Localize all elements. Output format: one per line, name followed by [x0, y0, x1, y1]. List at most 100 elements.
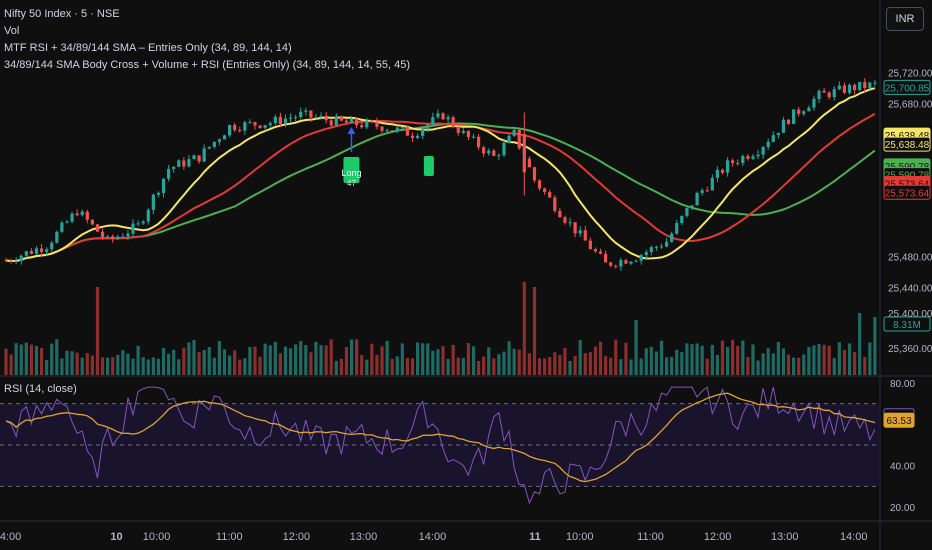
candle-body: [873, 82, 877, 84]
candle-body: [324, 115, 328, 121]
candle-body: [670, 233, 674, 242]
candle-body: [537, 180, 542, 189]
candle-body: [832, 89, 836, 98]
volume-bar: [771, 353, 775, 375]
volume-bar: [121, 350, 125, 375]
candle-body: [167, 168, 171, 179]
volume-bar: [720, 340, 725, 375]
volume-bar: [507, 341, 511, 375]
candle-body: [436, 113, 440, 118]
volume-bar: [868, 342, 872, 375]
candle-body: [593, 249, 598, 252]
volume-bar: [60, 358, 64, 375]
price-tick-label: 25,400.00: [888, 309, 932, 320]
candle-body: [278, 116, 282, 125]
candle-body: [395, 127, 399, 131]
time-axis: 14:00 10 10:00 11:00 12:00 13:00 14:00 11 10:00 1…: [0, 531, 867, 543]
candle-body: [334, 116, 338, 126]
candle-body: [644, 251, 648, 256]
candle-body: [548, 192, 552, 198]
rsi-tick-label: 20.00: [890, 503, 915, 514]
volume-bar: [375, 354, 379, 375]
volume-bar: [436, 349, 440, 375]
candle-body: [344, 120, 349, 123]
volume-bar: [832, 358, 836, 375]
volume-bar: [227, 355, 232, 375]
candle-body: [736, 163, 740, 165]
candle-body: [497, 155, 501, 157]
price-tick-label: 25,440.00: [888, 283, 932, 294]
volume-bar: [842, 349, 847, 375]
candle-body: [177, 160, 181, 167]
candle-body: [217, 139, 222, 142]
sma-34-line: [5, 87, 876, 262]
volume-bar: [797, 357, 801, 375]
price-tick-label: 25,360.00: [888, 344, 932, 355]
volume-bar: [812, 345, 816, 375]
volume-bar: [288, 348, 293, 375]
candle-body: [238, 130, 242, 132]
candle-body: [227, 125, 232, 136]
candle-body: [461, 130, 465, 133]
candle-body: [817, 90, 821, 99]
candle-body: [532, 167, 537, 181]
price-label-box: [883, 316, 931, 332]
rsi-value-label: 63.53: [883, 412, 915, 428]
volume-bar: [126, 353, 130, 375]
volume-bar: [278, 353, 282, 375]
volume-bar: [695, 343, 699, 375]
time-tick-label: 12:00: [704, 531, 732, 543]
volume-bar: [415, 342, 420, 375]
candle-body: [649, 247, 653, 252]
candle-body: [243, 122, 247, 131]
volume-bar: [731, 339, 735, 375]
volume-bar: [725, 346, 730, 375]
volume-bar: [45, 360, 49, 375]
candle-body: [609, 262, 613, 266]
volume-bar: [217, 340, 222, 375]
candle-body: [339, 116, 343, 121]
candle-body: [131, 223, 135, 234]
symbol-title[interactable]: Nifty 50 Index · 5 · NSE: [4, 8, 120, 20]
volume-bar: [593, 346, 598, 375]
candle-body: [512, 129, 516, 136]
price-axis: 25,720.00 25,680.00 25,480.00 25,440.00 25,4…: [883, 69, 932, 514]
candle-body: [812, 98, 816, 108]
volume-bar: [90, 355, 94, 375]
sma-indicator-label[interactable]: 34/89/144 SMA Body Cross + Volume + RSI …: [4, 59, 410, 71]
volume-bar: [456, 357, 460, 375]
volume-bar: [558, 355, 562, 375]
candle-body: [568, 222, 572, 224]
candle-body: [415, 135, 420, 139]
volume-bar: [395, 356, 399, 375]
candle-body: [522, 134, 526, 173]
time-tick-label: 10:00: [143, 531, 171, 543]
volume-bar: [131, 358, 135, 375]
candle-body: [604, 253, 608, 263]
volume-bar: [268, 345, 272, 375]
volume-bar: [355, 339, 359, 375]
mtf-indicator-label[interactable]: MTF RSI + 34/89/144 SMA – Entries Only (…: [4, 42, 292, 54]
volume-bar: [207, 347, 211, 375]
candle-body: [456, 126, 460, 133]
rsi-title[interactable]: RSI (14, close): [4, 383, 77, 395]
volume-indicator-label[interactable]: Vol: [4, 25, 20, 37]
volume-bar: [111, 357, 115, 375]
candle-body: [304, 110, 308, 112]
volume-bar: [182, 347, 186, 375]
candle-body: [380, 126, 384, 131]
volume-bar: [710, 344, 714, 375]
candle-body: [781, 119, 786, 133]
currency-button[interactable]: INR: [886, 7, 924, 31]
candle-body: [563, 217, 567, 223]
candle-body: [492, 150, 496, 156]
candle-body: [659, 246, 664, 248]
candle-body: [588, 240, 592, 250]
candle-body: [24, 251, 28, 256]
candle-body: [85, 211, 89, 220]
volume-bar: [664, 357, 669, 375]
volume-bar: [360, 355, 364, 375]
